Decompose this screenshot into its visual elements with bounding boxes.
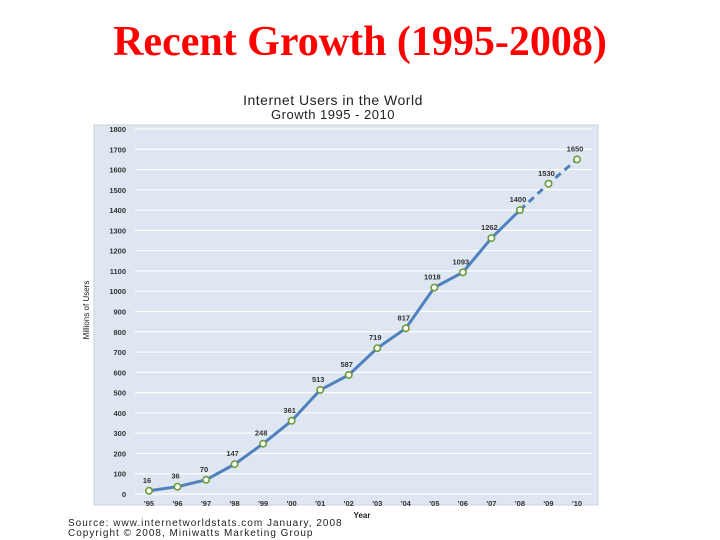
x-tick-3: '98 [230,499,240,508]
data-label-1: 36 [171,472,179,481]
y-tick-1600: 1600 [109,166,126,175]
y-tick-1400: 1400 [109,206,126,215]
y-tick-100: 100 [113,470,126,479]
x-tick-2: '97 [201,499,211,508]
data-label-6: 513 [312,375,325,384]
data-label-9: 817 [398,313,411,322]
y-tick-400: 400 [113,409,126,418]
data-point-15 [572,155,581,164]
y-tick-500: 500 [113,389,126,398]
data-point-14 [544,179,553,188]
y-tick-800: 800 [113,328,126,337]
x-tick-11: '06 [458,499,468,508]
x-tick-9: '04 [401,499,412,508]
y-tick-labels: 0 100 200 300 400 500 600 700 800 900 1000 1100 1200… [109,125,126,499]
data-point-13 [515,206,524,215]
x-axis-label: Year [354,511,371,520]
data-markers [145,155,581,495]
y-tick-900: 900 [113,308,126,317]
x-tick-5: '00 [287,499,297,508]
data-label-7: 587 [340,360,353,369]
x-tick-12: '07 [486,499,496,508]
data-label-14: 1530 [538,169,555,178]
x-tick-labels: '95 '96 '97 '98 '99 '00 '01 '02 '03 '04 '05 '06 '07 '… [144,499,582,508]
data-label-0: 16 [143,476,151,485]
y-tick-300: 300 [113,429,126,438]
y-tick-1000: 1000 [109,287,126,296]
y-tick-1700: 1700 [109,145,126,154]
data-point-4 [259,439,268,448]
y-tick-1800: 1800 [109,125,126,134]
data-point-0 [145,486,154,495]
y-tick-600: 600 [113,368,126,377]
x-tick-13: '08 [515,499,525,508]
data-label-8: 719 [369,333,382,342]
data-label-12: 1262 [481,223,498,232]
data-label-4: 248 [255,429,268,438]
y-tick-1300: 1300 [109,226,126,235]
data-label-15: 1650 [567,144,584,153]
data-point-8 [373,344,382,353]
data-label-5: 361 [283,406,296,415]
x-tick-14: '09 [543,499,553,508]
data-label-11: 1093 [453,257,470,266]
x-tick-1: '96 [172,499,182,508]
data-point-11 [458,268,467,277]
y-tick-0: 0 [122,490,126,499]
x-tick-0: '95 [144,499,154,508]
data-point-1 [173,482,182,491]
x-tick-10: '05 [429,499,439,508]
grid-lines [135,128,592,495]
data-point-2 [202,475,211,484]
data-point-7 [344,370,353,379]
x-tick-7: '02 [344,499,354,508]
data-point-5 [287,416,296,425]
y-tick-1500: 1500 [109,186,126,195]
y-tick-1200: 1200 [109,247,126,256]
series-line-actual [148,209,521,493]
chart-subtitle: Growth 1995 - 2010 [271,107,395,122]
data-point-6 [316,385,325,394]
data-labels: 16 36 70 147 248 361 513 587 719 817 1018 1093 1262 1… [143,144,584,484]
y-tick-700: 700 [113,348,126,357]
data-label-2: 70 [200,465,208,474]
slide-title: Recent Growth (1995-2008) [113,19,607,65]
data-point-10 [430,283,439,292]
data-label-13: 1400 [510,195,527,204]
source-note: Source: www.internetworldstats.com Janua… [68,518,343,529]
y-tick-200: 200 [113,449,126,458]
x-tick-6: '01 [315,499,325,508]
data-point-9 [401,324,410,333]
data-label-3: 147 [226,449,239,458]
y-axis-label: Millions of Users [82,281,91,340]
data-label-10: 1018 [424,273,441,282]
x-tick-8: '03 [372,499,382,508]
copyright-note: Copyright © 2008, Miniwatts Marketing Gr… [68,528,314,539]
chart-title: Internet Users in the World [243,92,423,108]
data-point-12 [487,234,496,243]
data-point-3 [230,460,239,469]
chart-background [93,124,599,506]
x-tick-15: '10 [572,499,582,508]
x-tick-4: '99 [258,499,268,508]
y-tick-1100: 1100 [110,267,126,276]
